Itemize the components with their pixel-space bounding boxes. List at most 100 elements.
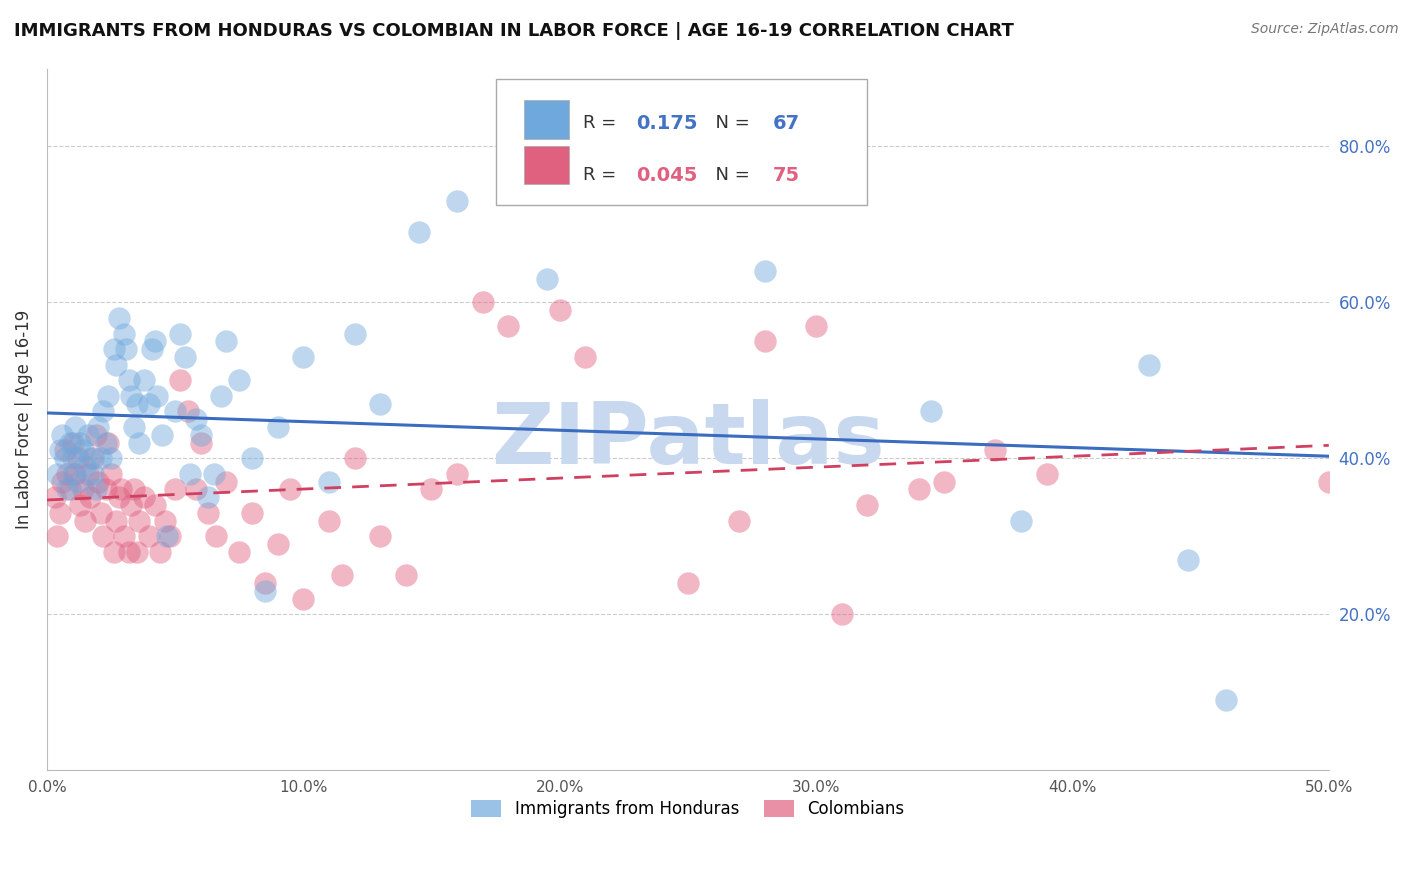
Text: 67: 67 xyxy=(772,114,800,133)
Point xyxy=(676,576,699,591)
Point xyxy=(856,498,879,512)
Point xyxy=(72,443,94,458)
Point xyxy=(143,498,166,512)
Point xyxy=(75,514,97,528)
Point xyxy=(56,483,79,497)
Point xyxy=(395,568,418,582)
Text: Source: ZipAtlas.com: Source: ZipAtlas.com xyxy=(1251,22,1399,37)
Point xyxy=(48,506,70,520)
Point xyxy=(53,443,76,458)
Point xyxy=(548,303,571,318)
Point xyxy=(215,475,238,489)
Point xyxy=(143,334,166,349)
Point xyxy=(368,397,391,411)
Legend: Immigrants from Honduras, Colombians: Immigrants from Honduras, Colombians xyxy=(464,793,911,825)
Point xyxy=(169,326,191,341)
Point xyxy=(266,420,288,434)
Point xyxy=(51,427,73,442)
Text: R =: R = xyxy=(582,166,621,184)
Point xyxy=(51,475,73,489)
Point xyxy=(107,490,129,504)
Point xyxy=(97,435,120,450)
Point xyxy=(190,435,212,450)
Point xyxy=(165,483,187,497)
Point xyxy=(920,404,942,418)
Point xyxy=(831,607,853,621)
Point xyxy=(240,506,263,520)
Point xyxy=(343,326,366,341)
Point xyxy=(90,451,112,466)
Point xyxy=(110,483,132,497)
Point xyxy=(87,420,110,434)
Point xyxy=(63,467,86,481)
Point xyxy=(498,318,520,333)
Point xyxy=(1177,552,1199,566)
Point xyxy=(446,467,468,481)
Point xyxy=(205,529,228,543)
Point xyxy=(56,467,79,481)
Point xyxy=(984,443,1007,458)
Point xyxy=(1010,514,1032,528)
Point xyxy=(318,475,340,489)
Point xyxy=(368,529,391,543)
Point xyxy=(46,467,69,481)
Point xyxy=(100,467,122,481)
Point xyxy=(121,498,143,512)
Point xyxy=(91,529,114,543)
Text: N =: N = xyxy=(704,114,756,132)
Point xyxy=(128,514,150,528)
Point xyxy=(907,483,929,497)
Point xyxy=(1317,475,1340,489)
FancyBboxPatch shape xyxy=(524,145,568,185)
Point xyxy=(62,467,84,481)
Point xyxy=(134,373,156,387)
Point xyxy=(197,506,219,520)
Point xyxy=(536,272,558,286)
Point xyxy=(62,451,84,466)
Point xyxy=(79,490,101,504)
Point xyxy=(228,545,250,559)
Point xyxy=(330,568,353,582)
Point xyxy=(75,458,97,473)
FancyBboxPatch shape xyxy=(524,100,568,138)
Point xyxy=(103,545,125,559)
Point xyxy=(138,529,160,543)
Point xyxy=(87,475,110,489)
Point xyxy=(280,483,302,497)
Point xyxy=(107,310,129,325)
Point xyxy=(141,342,163,356)
Point xyxy=(253,583,276,598)
Point xyxy=(53,451,76,466)
Point xyxy=(94,435,117,450)
Point xyxy=(253,576,276,591)
Point xyxy=(149,545,172,559)
Point xyxy=(118,373,141,387)
Point xyxy=(84,427,107,442)
Text: N =: N = xyxy=(704,166,756,184)
Point xyxy=(446,194,468,208)
FancyBboxPatch shape xyxy=(495,79,868,205)
Point xyxy=(292,350,315,364)
Point xyxy=(169,373,191,387)
Point xyxy=(63,420,86,434)
Point xyxy=(66,451,89,466)
Point xyxy=(420,483,443,497)
Point xyxy=(82,451,104,466)
Point xyxy=(150,427,173,442)
Point xyxy=(122,420,145,434)
Point xyxy=(48,443,70,458)
Point xyxy=(62,435,84,450)
Point xyxy=(184,412,207,426)
Point xyxy=(228,373,250,387)
Point xyxy=(59,435,82,450)
Point xyxy=(728,514,751,528)
Point xyxy=(804,318,827,333)
Point xyxy=(266,537,288,551)
Point xyxy=(44,490,66,504)
Point xyxy=(46,529,69,543)
Point xyxy=(179,467,201,481)
Point xyxy=(77,467,100,481)
Point xyxy=(197,490,219,504)
Point xyxy=(128,435,150,450)
Point xyxy=(105,358,128,372)
